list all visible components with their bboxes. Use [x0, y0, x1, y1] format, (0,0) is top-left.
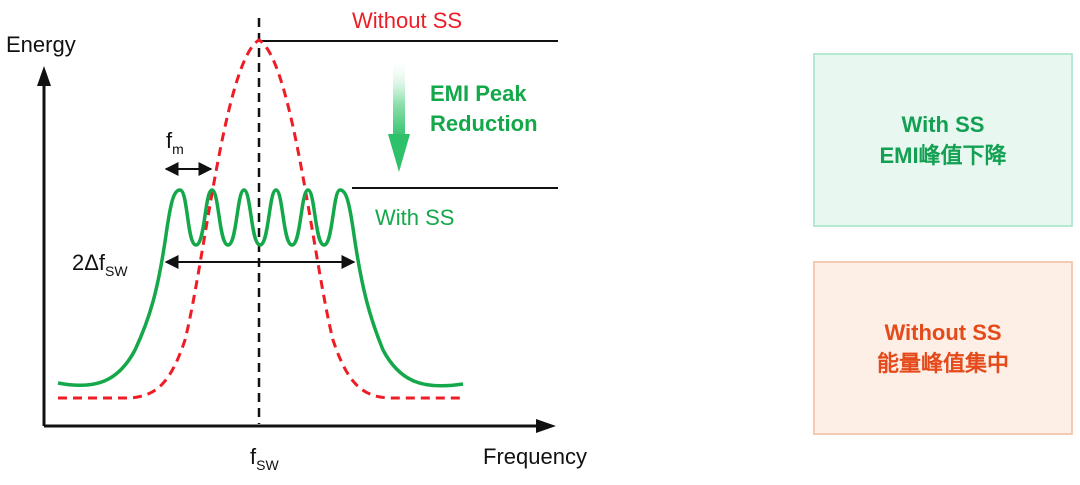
- y-axis-label: Energy: [6, 32, 76, 57]
- spread-spectrum-diagram: Energy Frequency fm 2ΔfSW fSW Without SS…: [6, 8, 587, 473]
- without-ss-box-subtitle: 能量峰值集中: [876, 351, 1009, 376]
- reduction-arrow-icon: [388, 58, 410, 172]
- fsw-label: fSW: [250, 444, 279, 473]
- reduction-label-line1: EMI Peak: [430, 81, 527, 106]
- delta-fsw-label: 2ΔfSW: [72, 250, 128, 279]
- with-ss-box-title: With SS: [901, 112, 985, 137]
- without-ss-curve: [58, 38, 460, 400]
- without-ss-label: Without SS: [352, 8, 462, 33]
- with-ss-curve: [57, 188, 464, 388]
- with-ss-summary-box: With SS EMI峰值下降: [813, 53, 1073, 227]
- with-ss-box-subtitle: EMI峰值下降: [879, 143, 1007, 168]
- fm-label: fm: [166, 128, 184, 157]
- without-ss-summary-box: Without SS 能量峰值集中: [813, 261, 1073, 435]
- with-ss-label: With SS: [375, 205, 454, 230]
- x-axis-arrowhead: [536, 419, 556, 433]
- x-axis-label: Frequency: [483, 444, 587, 469]
- reduction-label-line2: Reduction: [430, 111, 538, 136]
- y-axis-arrowhead: [37, 66, 51, 86]
- without-ss-box-title: Without SS: [884, 320, 1002, 345]
